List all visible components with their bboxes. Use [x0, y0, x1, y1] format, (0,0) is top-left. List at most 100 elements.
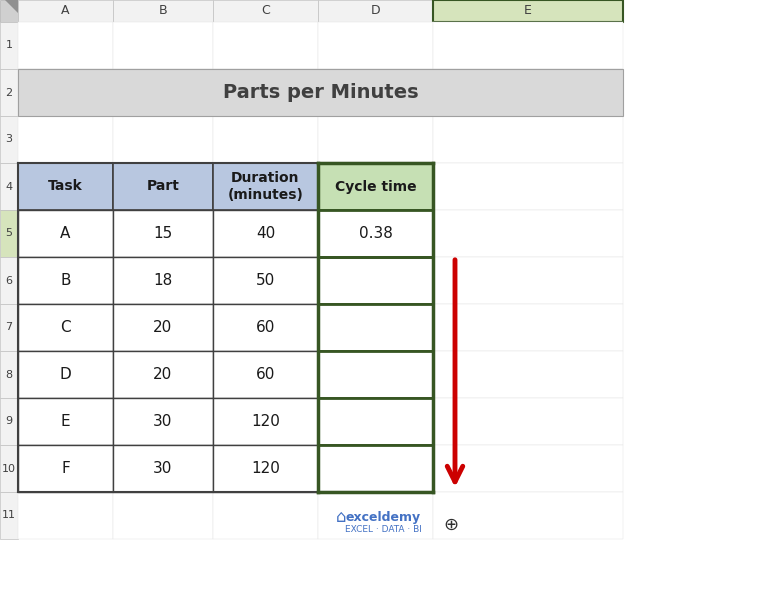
Text: A: A — [61, 5, 70, 18]
Bar — [113, 445, 213, 492]
Bar — [18, 257, 113, 304]
Bar — [113, 398, 213, 445]
Text: Cycle time: Cycle time — [334, 180, 416, 193]
Bar — [213, 163, 318, 210]
Bar — [113, 163, 213, 210]
Bar — [213, 304, 318, 351]
Bar — [18, 69, 623, 116]
Bar — [318, 492, 433, 539]
Bar — [113, 492, 213, 539]
Text: 4: 4 — [5, 181, 12, 191]
Bar — [318, 69, 433, 116]
Bar — [213, 351, 318, 398]
Bar — [213, 210, 318, 257]
Bar — [0, 210, 18, 257]
Text: 20: 20 — [153, 367, 173, 382]
Text: 0.38: 0.38 — [358, 226, 393, 241]
Bar — [0, 304, 18, 351]
Text: 40: 40 — [256, 226, 275, 241]
Bar — [113, 69, 213, 116]
Text: A: A — [61, 226, 71, 241]
Bar — [213, 69, 318, 116]
Bar — [318, 304, 433, 351]
Bar — [433, 69, 623, 116]
Text: exceldemy: exceldemy — [345, 511, 420, 524]
Bar — [318, 210, 433, 257]
Bar — [318, 22, 433, 69]
Text: 2: 2 — [5, 87, 12, 98]
Bar — [0, 445, 18, 492]
Bar — [113, 257, 213, 304]
Bar — [18, 210, 113, 257]
Bar — [113, 0, 213, 22]
Text: B: B — [61, 273, 71, 288]
Text: 7: 7 — [5, 323, 12, 333]
Bar — [18, 445, 113, 492]
Bar — [113, 22, 213, 69]
Text: 50: 50 — [256, 273, 275, 288]
Text: 10: 10 — [2, 463, 16, 473]
Bar — [113, 116, 213, 163]
Bar — [113, 398, 213, 445]
Bar — [318, 398, 433, 445]
Bar — [113, 304, 213, 351]
Bar — [113, 210, 213, 257]
Bar — [318, 398, 433, 445]
Text: 60: 60 — [256, 367, 275, 382]
Bar — [213, 492, 318, 539]
Text: ⊕: ⊕ — [443, 516, 459, 534]
Bar — [18, 398, 113, 445]
Text: E: E — [61, 414, 71, 429]
Bar — [213, 163, 318, 210]
Bar — [433, 445, 623, 492]
Bar — [213, 398, 318, 445]
Bar — [0, 398, 18, 445]
Bar — [433, 257, 623, 304]
Bar — [113, 210, 213, 257]
Bar — [318, 210, 433, 257]
Text: 60: 60 — [256, 320, 275, 335]
Bar — [113, 163, 213, 210]
Text: 1: 1 — [5, 41, 12, 50]
Bar — [213, 0, 318, 22]
Bar — [318, 351, 433, 398]
Text: Task: Task — [48, 180, 83, 193]
Bar — [18, 304, 113, 351]
Bar — [113, 351, 213, 398]
Text: 15: 15 — [153, 226, 173, 241]
Text: 3: 3 — [5, 135, 12, 145]
Bar — [113, 445, 213, 492]
Bar — [18, 210, 113, 257]
Text: C: C — [261, 5, 270, 18]
Text: 6: 6 — [5, 275, 12, 285]
Bar — [18, 304, 113, 351]
Bar — [113, 304, 213, 351]
Bar — [18, 492, 113, 539]
Bar — [318, 163, 433, 210]
Bar — [0, 257, 18, 304]
Bar — [433, 0, 623, 22]
Bar — [433, 163, 623, 210]
Text: 30: 30 — [153, 414, 173, 429]
Bar — [0, 116, 18, 163]
Bar — [318, 257, 433, 304]
Text: Duration
(minutes): Duration (minutes) — [228, 171, 304, 202]
Text: EXCEL · DATA · BI: EXCEL · DATA · BI — [344, 525, 421, 534]
Text: E: E — [524, 5, 532, 18]
Bar — [213, 210, 318, 257]
Text: C: C — [60, 320, 71, 335]
Bar — [18, 163, 113, 210]
Bar — [213, 257, 318, 304]
Bar — [318, 163, 433, 210]
Bar — [18, 445, 113, 492]
Bar — [18, 351, 113, 398]
Bar — [433, 22, 623, 69]
Text: 18: 18 — [153, 273, 173, 288]
Bar — [0, 492, 18, 539]
Bar — [18, 398, 113, 445]
Bar — [318, 445, 433, 492]
Text: 5: 5 — [5, 229, 12, 239]
Polygon shape — [5, 0, 18, 13]
Bar — [213, 351, 318, 398]
Bar — [318, 445, 433, 492]
